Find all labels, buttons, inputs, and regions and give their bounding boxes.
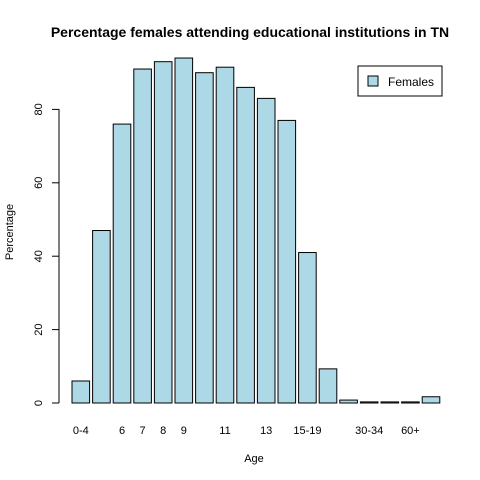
legend-label: Females [388,75,434,89]
bar-35-59 [380,401,400,404]
x-ticks-group: 0-4 6 7 8 9 11 13 15-19 30-34 60+ [73,425,420,437]
bar-11 [215,66,235,404]
bar-12 [236,86,255,404]
x-tick-label: 0-4 [73,425,89,437]
bar-7 [133,68,152,404]
y-tick-label: 20 [33,323,45,335]
chart-title: Percentage females attending educational… [51,24,449,40]
y-tick-label: 60 [33,177,45,189]
x-tick-label: 13 [260,425,272,437]
bar-60+ [401,401,420,404]
y-tick-label: 40 [33,250,45,262]
legend-swatch [367,75,379,87]
bars-group [71,57,441,404]
bar-Age not stated [421,396,441,404]
bar-30-34 [359,401,379,404]
bar-14 [277,119,297,404]
y-axis-label: Percentage [4,204,16,260]
bar-6 [112,123,132,404]
x-axis-label: Age [244,453,264,465]
legend: Females [357,65,443,97]
bar-8 [153,61,173,404]
x-tick-label: 60+ [401,425,420,437]
bar-5 [92,230,111,404]
y-tick-label: 0 [33,400,45,406]
bar-13 [256,97,276,404]
x-tick-label: 8 [160,425,166,437]
bar-9 [174,57,194,404]
bar-0-4 [71,380,91,404]
bar-15-19 [298,252,317,404]
x-tick-label: 15-19 [293,425,321,437]
bar-10 [195,72,214,404]
y-ticks-group: 0 20 40 60 80 [33,103,59,406]
bar-20-24 [318,368,338,404]
x-tick-label: 9 [181,425,187,437]
x-tick-label: 30-34 [355,425,383,437]
bar-25-29 [339,399,358,404]
x-tick-label: 11 [219,425,230,437]
y-tick-label: 80 [33,103,45,115]
x-tick-label: 7 [140,425,146,437]
x-tick-label: 6 [119,425,125,437]
